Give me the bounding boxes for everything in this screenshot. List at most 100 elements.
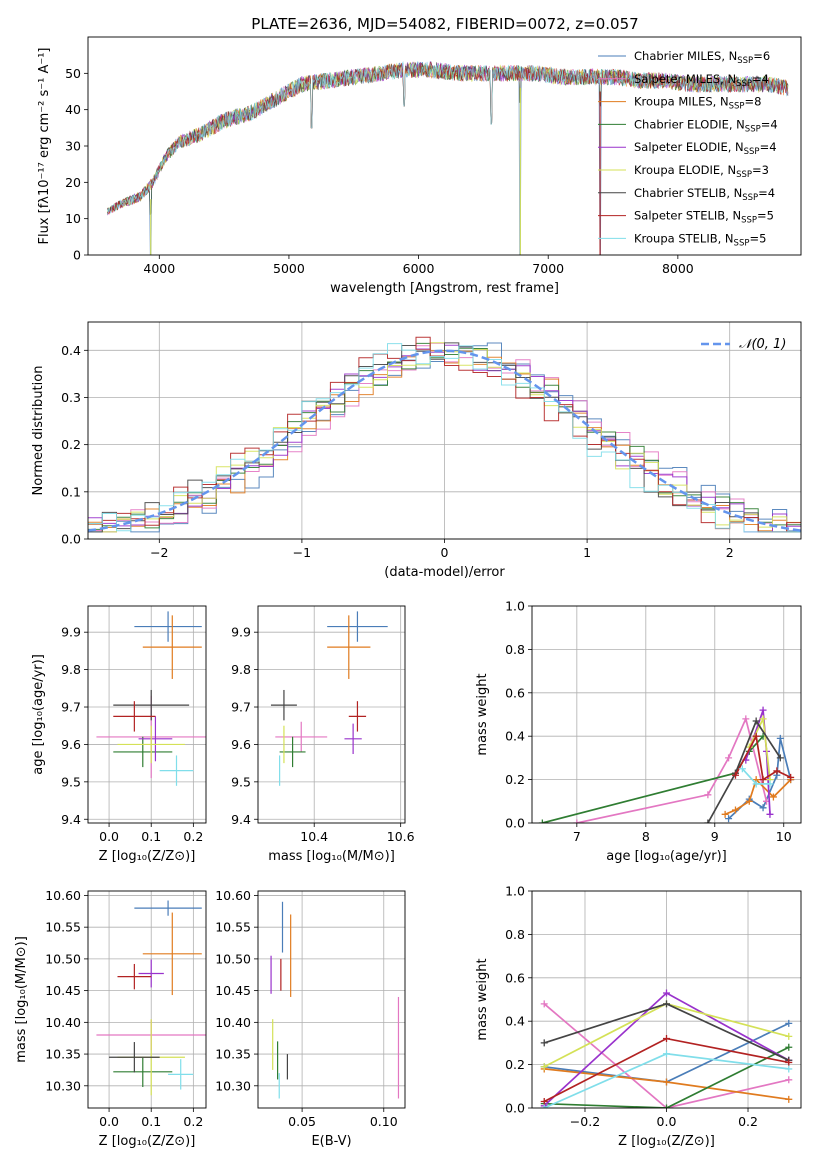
legend-label: Chabrier ELODIE, NSSP=4 [634, 117, 778, 134]
legend-label: Salpeter ELODIE, NSSP=4 [634, 140, 777, 157]
legend-nssp-subscript: SSP [736, 170, 752, 180]
histogram-series-step [88, 343, 801, 533]
spectrum-series-line [107, 60, 789, 214]
errorbar-point [113, 736, 173, 768]
mass_vs_Z-axes: 0.0 0.1 0.2 10.30 10.35 10.40 10.45 10.50 10.55 1… [14, 888, 206, 1149]
y-tick-label: 9.6 [61, 737, 81, 752]
residuals-plot-area [88, 336, 801, 533]
errorbar-point [134, 611, 202, 642]
x-tick-label: 0.0 [657, 1114, 677, 1129]
errorbar-point [134, 900, 202, 916]
mass-weight-marker [766, 780, 774, 788]
y-tick-label: 9.4 [61, 812, 81, 827]
y-axis-label: mass weight [475, 958, 490, 1040]
legend-label: Kroupa STELIB, NSSP=5 [634, 231, 766, 248]
mass-weight-marker [785, 1065, 793, 1073]
y-tick-label: 10.40 [215, 1015, 251, 1030]
mass-weight-marker [759, 706, 767, 714]
mass-weight-marker [766, 810, 774, 818]
mass-weight-marker [663, 989, 670, 997]
age_vs_Z-axes: 0.0 0.1 0.2 9.4 9.5 9.6 9.7 9.8 9.9 Z [log₁₀(Z/Z⊙… [31, 606, 206, 864]
mass-weight-marker [731, 771, 739, 779]
legend-nssp-subscript: SSP [736, 79, 752, 89]
mass-weight-marker [776, 754, 784, 762]
errorbar-point [113, 1056, 173, 1088]
legend-series-name: Kroupa MILES [634, 95, 713, 109]
y-tick-label: 10.50 [45, 951, 81, 966]
errorbar-point [117, 725, 185, 764]
errorbar-point [142, 912, 202, 996]
x-tick-label: 0.0 [99, 1114, 119, 1129]
y-tick-label: 1.0 [505, 884, 525, 899]
y-axis-label: mass weight [475, 673, 490, 755]
y-tick-label: 10.55 [45, 920, 81, 935]
y-tick-label: 9.8 [61, 662, 81, 677]
y-tick-label: 10 [65, 211, 81, 226]
legend-nssp-subscript: SSP [745, 124, 761, 134]
x-axis-label: age [log₁₀(age/yr)] [606, 849, 727, 864]
x-tick-label: 0.2 [183, 1114, 203, 1129]
residuals-legend: 𝒩(0, 1) [701, 337, 786, 352]
legend-label: Salpeter MILES, NSSP=4 [634, 72, 769, 89]
mass-weight-marker [540, 1097, 548, 1105]
age_vs_mass-frame [257, 605, 406, 824]
mass-weight-marker [752, 780, 760, 788]
mass-weight-marker [663, 1000, 670, 1008]
errorbar-point [138, 716, 173, 762]
y-tick-label: 9.6 [231, 737, 251, 752]
mass-weight-marker [785, 1032, 793, 1040]
normal-reference-curve [88, 349, 801, 532]
massweight_vs_Z-plot-area [540, 989, 793, 1108]
mass-weight-marker [663, 1050, 670, 1058]
y-tick-label: 9.9 [231, 625, 251, 640]
legend-nssp-count: =8 [744, 95, 761, 109]
x-axis-label: mass [log₁₀(M/M⊙)] [268, 849, 395, 864]
x-tick-label: 0.0 [99, 829, 119, 844]
legend-series-name: Chabrier STELIB [634, 186, 726, 200]
y-tick-label: 0.8 [505, 642, 525, 657]
legend-nssp-count: =6 [753, 49, 770, 63]
legend-nssp-count: =4 [760, 140, 777, 154]
mass-weight-marker [538, 819, 546, 823]
x-tick-label: 0.10 [370, 1114, 398, 1129]
mass-weight-marker [769, 793, 777, 801]
mass-weight-marker [540, 1063, 548, 1071]
x-tick-label: 5000 [273, 261, 305, 276]
y-tick-label: 0.3 [61, 390, 81, 405]
mass-weight-marker [742, 715, 750, 723]
mass-weight-marker [745, 797, 753, 805]
mass-weight-marker [759, 715, 767, 723]
y-tick-label: 9.9 [61, 625, 81, 640]
y-tick-label: 0.2 [61, 437, 81, 452]
legend-series-name: Salpeter MILES [634, 72, 720, 86]
mass-weight-marker [752, 732, 760, 740]
y-tick-label: 0.4 [61, 343, 81, 358]
mass-weight-series-line [544, 1046, 790, 1108]
y-tick-label: 0.1 [61, 484, 81, 499]
legend-label: Salpeter STELIB, NSSP=5 [634, 209, 774, 226]
errorbar-point [168, 1059, 194, 1090]
x-tick-label: 0.2 [738, 1114, 758, 1129]
mass-weight-marker [663, 1104, 670, 1108]
x-tick-label: 9 [711, 829, 719, 844]
x-axis-label: (data-model)/error [384, 565, 505, 580]
x-axis-label: Z [log₁₀(Z/Z⊙)] [99, 1134, 196, 1149]
massweight_vs_age-plot-area [538, 706, 795, 823]
y-tick-label: 0.0 [505, 816, 525, 831]
legend-nssp-subscript: SSP [734, 238, 750, 248]
errorbar-point [109, 1042, 160, 1073]
y-tick-label: 9.5 [61, 774, 81, 789]
massweight_vs_Z-frame [531, 890, 802, 1109]
y-tick-label: 9.4 [231, 812, 251, 827]
massweight_vs_Z-axes: −0.2 0.0 0.2 0.0 0.2 0.4 0.6 0.8 1.0 Z [log₁₀(Z/Z… [475, 884, 801, 1149]
legend-nssp-prefix: , N [721, 49, 737, 63]
mass_vs_ebv-plot-area [270, 901, 400, 1099]
y-tick-label: 1.0 [505, 599, 525, 614]
errorbar-point [275, 721, 328, 753]
errorbar-point [344, 723, 362, 755]
y-tick-label: 9.7 [231, 700, 251, 715]
mass-weight-marker [759, 804, 767, 812]
y-tick-label: 10.50 [215, 951, 251, 966]
mass-weight-series [540, 1050, 793, 1108]
